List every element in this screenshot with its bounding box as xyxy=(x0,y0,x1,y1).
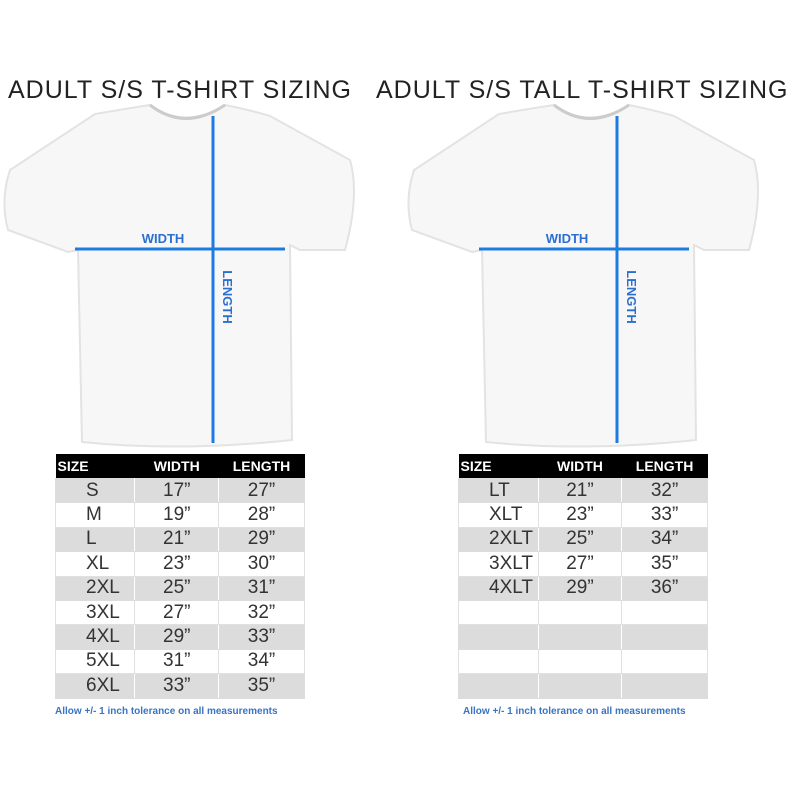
length-cell: 28” xyxy=(218,502,305,528)
width-cell: 25” xyxy=(134,575,220,601)
length-cell: 34” xyxy=(621,526,708,553)
length-cell: 27” xyxy=(218,477,305,504)
length-cell xyxy=(621,648,708,675)
size-cell: S xyxy=(54,477,136,504)
table-row xyxy=(458,648,708,675)
size-cell xyxy=(458,624,539,650)
length-cell: 29” xyxy=(218,526,305,553)
table-row: XLT 23” 33” xyxy=(458,502,708,528)
tshirt-diagram-left: WIDTH LENGTH xyxy=(3,103,355,448)
table-row: 2XL 25” 31” xyxy=(54,575,305,601)
header-row: SIZE WIDTH LENGTH xyxy=(458,454,708,479)
width-cell: 25” xyxy=(537,526,623,553)
width-cell xyxy=(537,648,623,675)
length-cell: 33” xyxy=(621,502,708,528)
length-cell: 31” xyxy=(218,575,305,601)
table-row: LT 21” 32” xyxy=(458,477,708,504)
width-cell: 17” xyxy=(134,477,220,504)
width-cell: 33” xyxy=(134,673,220,699)
table-row: 3XL 27” 32” xyxy=(54,599,305,626)
length-cell: 35” xyxy=(218,673,305,699)
table-row: XL 23” 30” xyxy=(54,551,305,577)
width-cell xyxy=(537,599,623,626)
width-cell: 31” xyxy=(134,648,220,675)
tolerance-note-left: Allow +/- 1 inch tolerance on all measur… xyxy=(55,706,278,717)
length-cell xyxy=(621,624,708,650)
width-cell: 21” xyxy=(134,526,220,553)
header-row: SIZE WIDTH LENGTH xyxy=(55,454,305,479)
width-cell: 29” xyxy=(537,575,623,601)
size-cell xyxy=(458,673,539,699)
width-cell: 19” xyxy=(134,502,220,528)
column-header: LENGTH xyxy=(621,454,708,479)
size-cell: 4XL xyxy=(54,624,136,650)
table-row xyxy=(458,599,708,626)
width-cell xyxy=(537,624,623,650)
size-cell: LT xyxy=(458,477,539,504)
length-cell xyxy=(621,673,708,699)
table-row: 6XL 33” 35” xyxy=(54,673,305,699)
size-cell: L xyxy=(54,526,136,553)
size-cell: 3XLT xyxy=(458,551,539,577)
width-cell: 21” xyxy=(537,477,623,504)
size-cell: XL xyxy=(54,551,136,577)
table-row: M 19” 28” xyxy=(54,502,305,528)
width-cell: 27” xyxy=(134,599,220,626)
length-cell: 33” xyxy=(218,624,305,650)
table-row: 5XL 31” 34” xyxy=(54,648,305,675)
size-table-left: SIZE WIDTH LENGTH S 17” 27” M 19” 28” L 21” 29” XL 23… xyxy=(54,454,305,699)
width-cell: 29” xyxy=(134,624,220,650)
column-header: WIDTH xyxy=(134,454,219,479)
table-row: L 21” 29” xyxy=(54,526,305,553)
width-cell: 27” xyxy=(537,551,623,577)
size-cell: 2XL xyxy=(54,575,136,601)
title-left: ADULT S/S T-SHIRT SIZING xyxy=(8,76,352,104)
width-label: WIDTH xyxy=(142,231,185,246)
tolerance-note-right: Allow +/- 1 inch tolerance on all measur… xyxy=(463,706,686,717)
size-cell: 4XLT xyxy=(458,575,539,601)
table-row: 4XL 29” 33” xyxy=(54,624,305,650)
width-cell xyxy=(537,673,623,699)
width-label: WIDTH xyxy=(546,231,589,246)
table-row xyxy=(458,673,708,699)
tshirt-shape xyxy=(3,103,355,448)
table-row xyxy=(458,624,708,650)
width-cell: 23” xyxy=(134,551,220,577)
title-right: ADULT S/S TALL T-SHIRT SIZING xyxy=(376,76,789,104)
length-label: LENGTH xyxy=(220,270,235,323)
size-cell xyxy=(458,599,539,626)
column-header: SIZE xyxy=(458,454,539,479)
size-cell: 2XLT xyxy=(458,526,539,553)
column-header: LENGTH xyxy=(218,454,305,479)
table-row: 3XLT 27” 35” xyxy=(458,551,708,577)
tshirt-diagram-right: WIDTH LENGTH xyxy=(407,103,759,448)
length-cell: 32” xyxy=(621,477,708,504)
size-cell: 5XL xyxy=(54,648,136,675)
size-cell xyxy=(458,648,539,675)
table-row: 2XLT 25” 34” xyxy=(458,526,708,553)
table-row: S 17” 27” xyxy=(54,477,305,504)
size-table-right: SIZE WIDTH LENGTH LT 21” 32” XLT 23” 33” 2XLT 25” 3… xyxy=(458,454,708,699)
column-header: WIDTH xyxy=(538,454,622,479)
length-cell xyxy=(621,599,708,626)
length-cell: 32” xyxy=(218,599,305,626)
size-cell: 3XL xyxy=(54,599,136,626)
length-label: LENGTH xyxy=(624,270,639,323)
length-cell: 36” xyxy=(621,575,708,601)
length-cell: 34” xyxy=(218,648,305,675)
column-header: SIZE xyxy=(55,454,135,479)
size-cell: XLT xyxy=(458,502,539,528)
tshirt-shape xyxy=(407,103,759,448)
size-cell: 6XL xyxy=(54,673,136,699)
width-cell: 23” xyxy=(537,502,623,528)
length-cell: 35” xyxy=(621,551,708,577)
table-row: 4XLT 29” 36” xyxy=(458,575,708,601)
size-cell: M xyxy=(54,502,136,528)
length-cell: 30” xyxy=(218,551,305,577)
